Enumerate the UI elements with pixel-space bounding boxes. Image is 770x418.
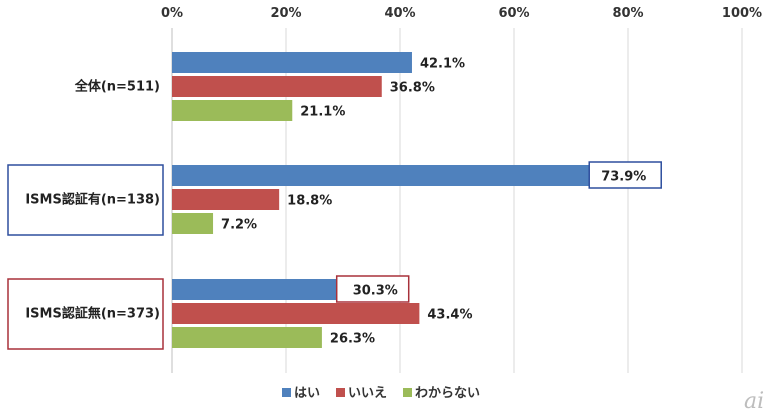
bar: [172, 213, 214, 234]
data-label: 36.8%: [390, 81, 435, 96]
category-label: 全体(n=511): [74, 79, 160, 95]
x-tick-label: 20%: [270, 6, 301, 21]
data-label-highlight-box: [588, 161, 662, 189]
data-label: 21.1%: [300, 105, 345, 120]
bar: [172, 327, 322, 348]
category-highlight-box: [7, 164, 164, 236]
category-label: ISMS認証有(n=138): [25, 192, 160, 208]
data-label: 18.8%: [287, 194, 332, 209]
data-label: 73.9%: [601, 170, 646, 185]
data-label: 43.4%: [427, 308, 472, 323]
legend-label: はい: [294, 386, 320, 401]
x-tick-label: 100%: [722, 6, 762, 21]
data-label: 7.2%: [221, 218, 257, 233]
x-tick-label: 0%: [161, 6, 183, 21]
bar: [172, 165, 594, 186]
watermark-logo: ai: [744, 389, 764, 414]
data-label: 26.3%: [330, 332, 375, 347]
legend-swatch: [282, 388, 291, 397]
bar: [172, 76, 382, 97]
legend-swatch: [403, 388, 412, 397]
bar: [172, 279, 345, 300]
category-highlight-box: [7, 278, 164, 350]
bar: [172, 189, 280, 210]
data-label: 42.1%: [420, 57, 465, 72]
x-tick-label: 40%: [384, 6, 415, 21]
x-tick-label: 60%: [498, 6, 529, 21]
bar: [172, 52, 412, 73]
x-tick-label: 80%: [612, 6, 643, 21]
bar: [172, 303, 420, 324]
data-label: 30.3%: [353, 284, 398, 299]
legend-label: いいえ: [348, 386, 387, 401]
data-label-highlight-box: [335, 275, 410, 303]
category-label: ISMS認証無(n=373): [25, 306, 160, 322]
legend-label: わからない: [415, 386, 480, 401]
legend-swatch: [336, 388, 345, 397]
bar: [172, 100, 293, 121]
